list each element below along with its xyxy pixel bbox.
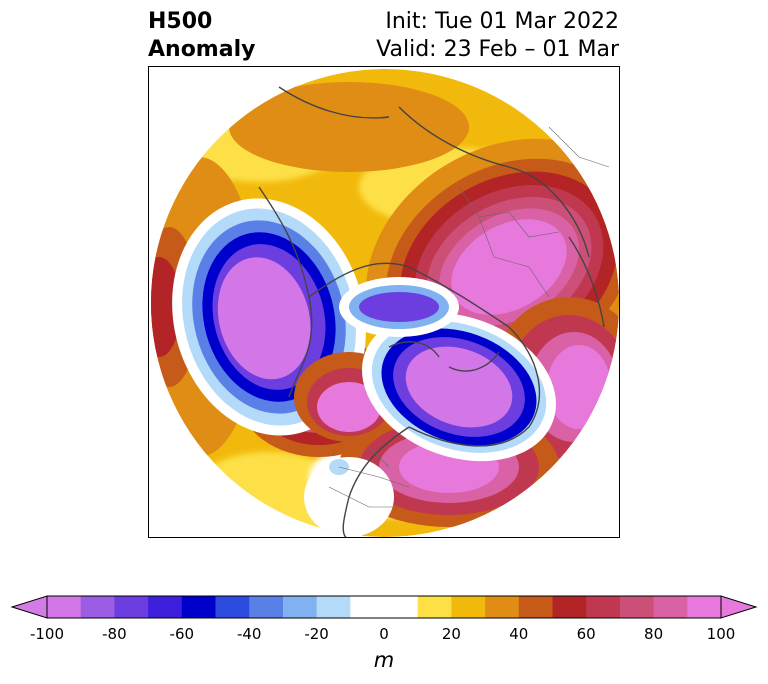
borders [328,126,610,508]
colorbar-swatch [114,596,149,618]
colorbar-swatch [451,596,486,618]
colorbar-swatch [249,596,284,618]
colorbar-under-extend [10,595,48,619]
anomaly-map [148,66,620,538]
colorbar-tick-label: -100 [29,625,65,643]
colorbar-swatch [518,596,553,618]
colorbar-swatch [552,596,587,618]
date-info: Init: Tue 01 Mar 2022 Valid: 23 Feb – 01… [376,8,619,64]
colorbar-swatch [282,596,318,618]
colorbar [10,595,758,619]
colorbar-swatch [687,596,722,618]
colorbar-tick-label: 40 [509,625,529,643]
title-line-2: Anomaly [148,37,256,62]
colorbar-swatch [586,596,621,618]
colorbar-swatch [215,596,250,618]
init-date: Init: Tue 01 Mar 2022 [385,9,619,34]
coastlines [258,86,605,537]
colorbar-swatch [350,596,385,618]
colorbar-ticks: -100 -80 -60 -40 -20 0 20 40 60 80 100 [0,625,768,645]
colorbar-tick-label: -20 [304,625,329,643]
map-svg [151,69,619,537]
colorbar-tick-label: 80 [644,625,664,643]
colorbar-border [46,595,722,619]
title-line-1: H500 [148,9,213,34]
colorbar-over-extend [720,595,758,619]
colorbar-tick-label: 60 [576,625,596,643]
colorbar-tick-label: 20 [441,625,461,643]
colorbar-tick-label: -40 [236,625,262,643]
colorbar-swatch [619,596,655,618]
colorbar-swatch [384,596,419,618]
colorbar-tick-label: 0 [379,625,389,643]
colorbar-tick-label: 100 [706,625,736,643]
anomaly-field [151,69,619,537]
colorbar-tick-label: -60 [169,625,195,643]
colorbar-tick-label: -80 [102,625,127,643]
colorbar-swatch [417,596,452,618]
colorbar-swatch [47,596,82,618]
colorbar-swatch [485,596,520,618]
valid-range: Valid: 23 Feb – 01 Mar [376,37,619,62]
colorbar-swatch [80,596,115,618]
colorbar-swatch [316,596,351,618]
map-title: H500 Anomaly [148,8,255,64]
colorbar-units: m [373,648,395,672]
colorbar-swatch [148,596,183,618]
colorbar-swatch [653,596,688,618]
colorbar-swatch [181,596,216,618]
